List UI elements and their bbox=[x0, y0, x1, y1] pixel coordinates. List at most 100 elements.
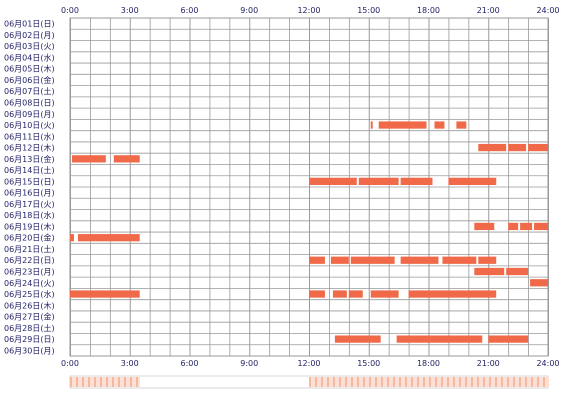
summary-stripe bbox=[513, 377, 515, 387]
summary-stripe bbox=[511, 377, 513, 387]
activity-segment bbox=[70, 290, 140, 298]
activity-segment bbox=[478, 256, 497, 264]
activity-segment bbox=[478, 143, 507, 152]
activity-segment bbox=[474, 222, 495, 231]
day-label: 06月18日(水) bbox=[4, 210, 55, 220]
summary-stripe bbox=[319, 377, 321, 387]
summary-stripe bbox=[411, 377, 413, 387]
x-tick-label: 3:00 bbox=[121, 6, 139, 15]
activity-segment bbox=[408, 290, 497, 298]
summary-stripe bbox=[371, 377, 373, 387]
summary-stripe bbox=[82, 377, 84, 387]
summary-stripe bbox=[481, 377, 483, 387]
summary-stripe bbox=[110, 377, 112, 387]
day-label: 06月13日(金) bbox=[4, 154, 55, 164]
summary-stripe bbox=[547, 377, 549, 387]
day-label: 06月04日(水) bbox=[4, 52, 55, 62]
day-label: 06月22日(日) bbox=[4, 256, 55, 265]
summary-stripe bbox=[70, 377, 72, 387]
summary-stripe bbox=[435, 377, 437, 387]
summary-stripe bbox=[423, 377, 425, 387]
summary-stripe bbox=[507, 377, 509, 387]
activity-segment bbox=[400, 177, 433, 185]
summary-stripe bbox=[341, 377, 343, 387]
summary-stripe bbox=[74, 377, 76, 387]
summary-stripe bbox=[329, 377, 331, 387]
activity-segment bbox=[508, 143, 527, 152]
day-label: 06月06日(金) bbox=[4, 75, 55, 85]
summary-stripe bbox=[96, 377, 98, 387]
summary-stripe bbox=[381, 377, 383, 387]
summary-stripe bbox=[537, 377, 539, 387]
summary-stripe bbox=[401, 377, 403, 387]
summary-stripe bbox=[483, 377, 485, 387]
summary-stripe bbox=[309, 377, 311, 387]
summary-stripe bbox=[327, 377, 329, 387]
summary-stripe bbox=[453, 377, 455, 387]
summary-stripe bbox=[118, 377, 120, 387]
summary-stripe bbox=[469, 377, 471, 387]
day-label: 06月08日(日) bbox=[4, 99, 55, 108]
summary-stripe bbox=[449, 377, 451, 387]
summary-stripe bbox=[523, 377, 525, 387]
activity-segment bbox=[442, 256, 477, 264]
summary-stripe bbox=[313, 377, 315, 387]
x-tick-label-bottom: 12:00 bbox=[297, 359, 320, 368]
summary-stripe bbox=[447, 377, 449, 387]
summary-stripe bbox=[116, 377, 118, 387]
x-tick-label-bottom: 21:00 bbox=[477, 359, 500, 368]
summary-stripe bbox=[545, 377, 547, 387]
summary-stripe bbox=[407, 377, 409, 387]
x-tick-label: 0:00 bbox=[61, 6, 79, 15]
activity-segment bbox=[348, 290, 363, 298]
summary-stripe bbox=[413, 377, 415, 387]
summary-stripe bbox=[323, 377, 325, 387]
summary-stripe bbox=[130, 377, 132, 387]
summary-stripe bbox=[349, 377, 351, 387]
summary-stripe bbox=[72, 377, 74, 387]
summary-stripe bbox=[541, 377, 543, 387]
day-label: 06月03日(火) bbox=[4, 42, 55, 51]
summary-stripe bbox=[473, 377, 475, 387]
summary-stripe bbox=[333, 377, 335, 387]
summary-stripe bbox=[104, 377, 106, 387]
activity-segment bbox=[528, 143, 548, 152]
summary-stripe bbox=[493, 377, 495, 387]
summary-stripe bbox=[351, 377, 353, 387]
activity-segment bbox=[534, 222, 548, 231]
summary-stripe bbox=[509, 377, 511, 387]
summary-stripe bbox=[455, 377, 457, 387]
summary-stripe bbox=[367, 377, 369, 387]
summary-stripe bbox=[335, 377, 337, 387]
summary-stripe bbox=[429, 377, 431, 387]
summary-stripe bbox=[427, 377, 429, 387]
summary-stripe bbox=[501, 377, 503, 387]
summary-stripe bbox=[337, 377, 339, 387]
day-label: 06月14日(土) bbox=[4, 165, 55, 175]
activity-segment bbox=[530, 279, 548, 287]
activity-segment bbox=[113, 155, 140, 163]
summary-stripe bbox=[505, 377, 507, 387]
summary-stripe bbox=[491, 377, 493, 387]
summary-stripe bbox=[467, 377, 469, 387]
summary-stripe bbox=[379, 377, 381, 387]
day-label: 06月23日(月) bbox=[4, 268, 55, 277]
summary-stripe bbox=[317, 377, 319, 387]
summary-stripe bbox=[503, 377, 505, 387]
day-label: 06月29日(日) bbox=[4, 335, 55, 344]
activity-segment bbox=[400, 256, 439, 264]
day-label: 06月16日(月) bbox=[4, 189, 55, 198]
summary-stripe bbox=[405, 377, 407, 387]
summary-stripe bbox=[471, 377, 473, 387]
summary-stripe bbox=[357, 377, 359, 387]
summary-stripe bbox=[124, 377, 126, 387]
activity-segment bbox=[508, 222, 519, 231]
summary-stripe bbox=[347, 377, 349, 387]
day-label: 06月15日(日) bbox=[4, 177, 55, 186]
summary-stripe bbox=[122, 377, 124, 387]
summary-stripe bbox=[465, 377, 467, 387]
summary-stripe bbox=[543, 377, 545, 387]
summary-stripe bbox=[495, 377, 497, 387]
day-label: 06月28日(土) bbox=[4, 323, 55, 333]
activity-segment bbox=[309, 177, 357, 185]
